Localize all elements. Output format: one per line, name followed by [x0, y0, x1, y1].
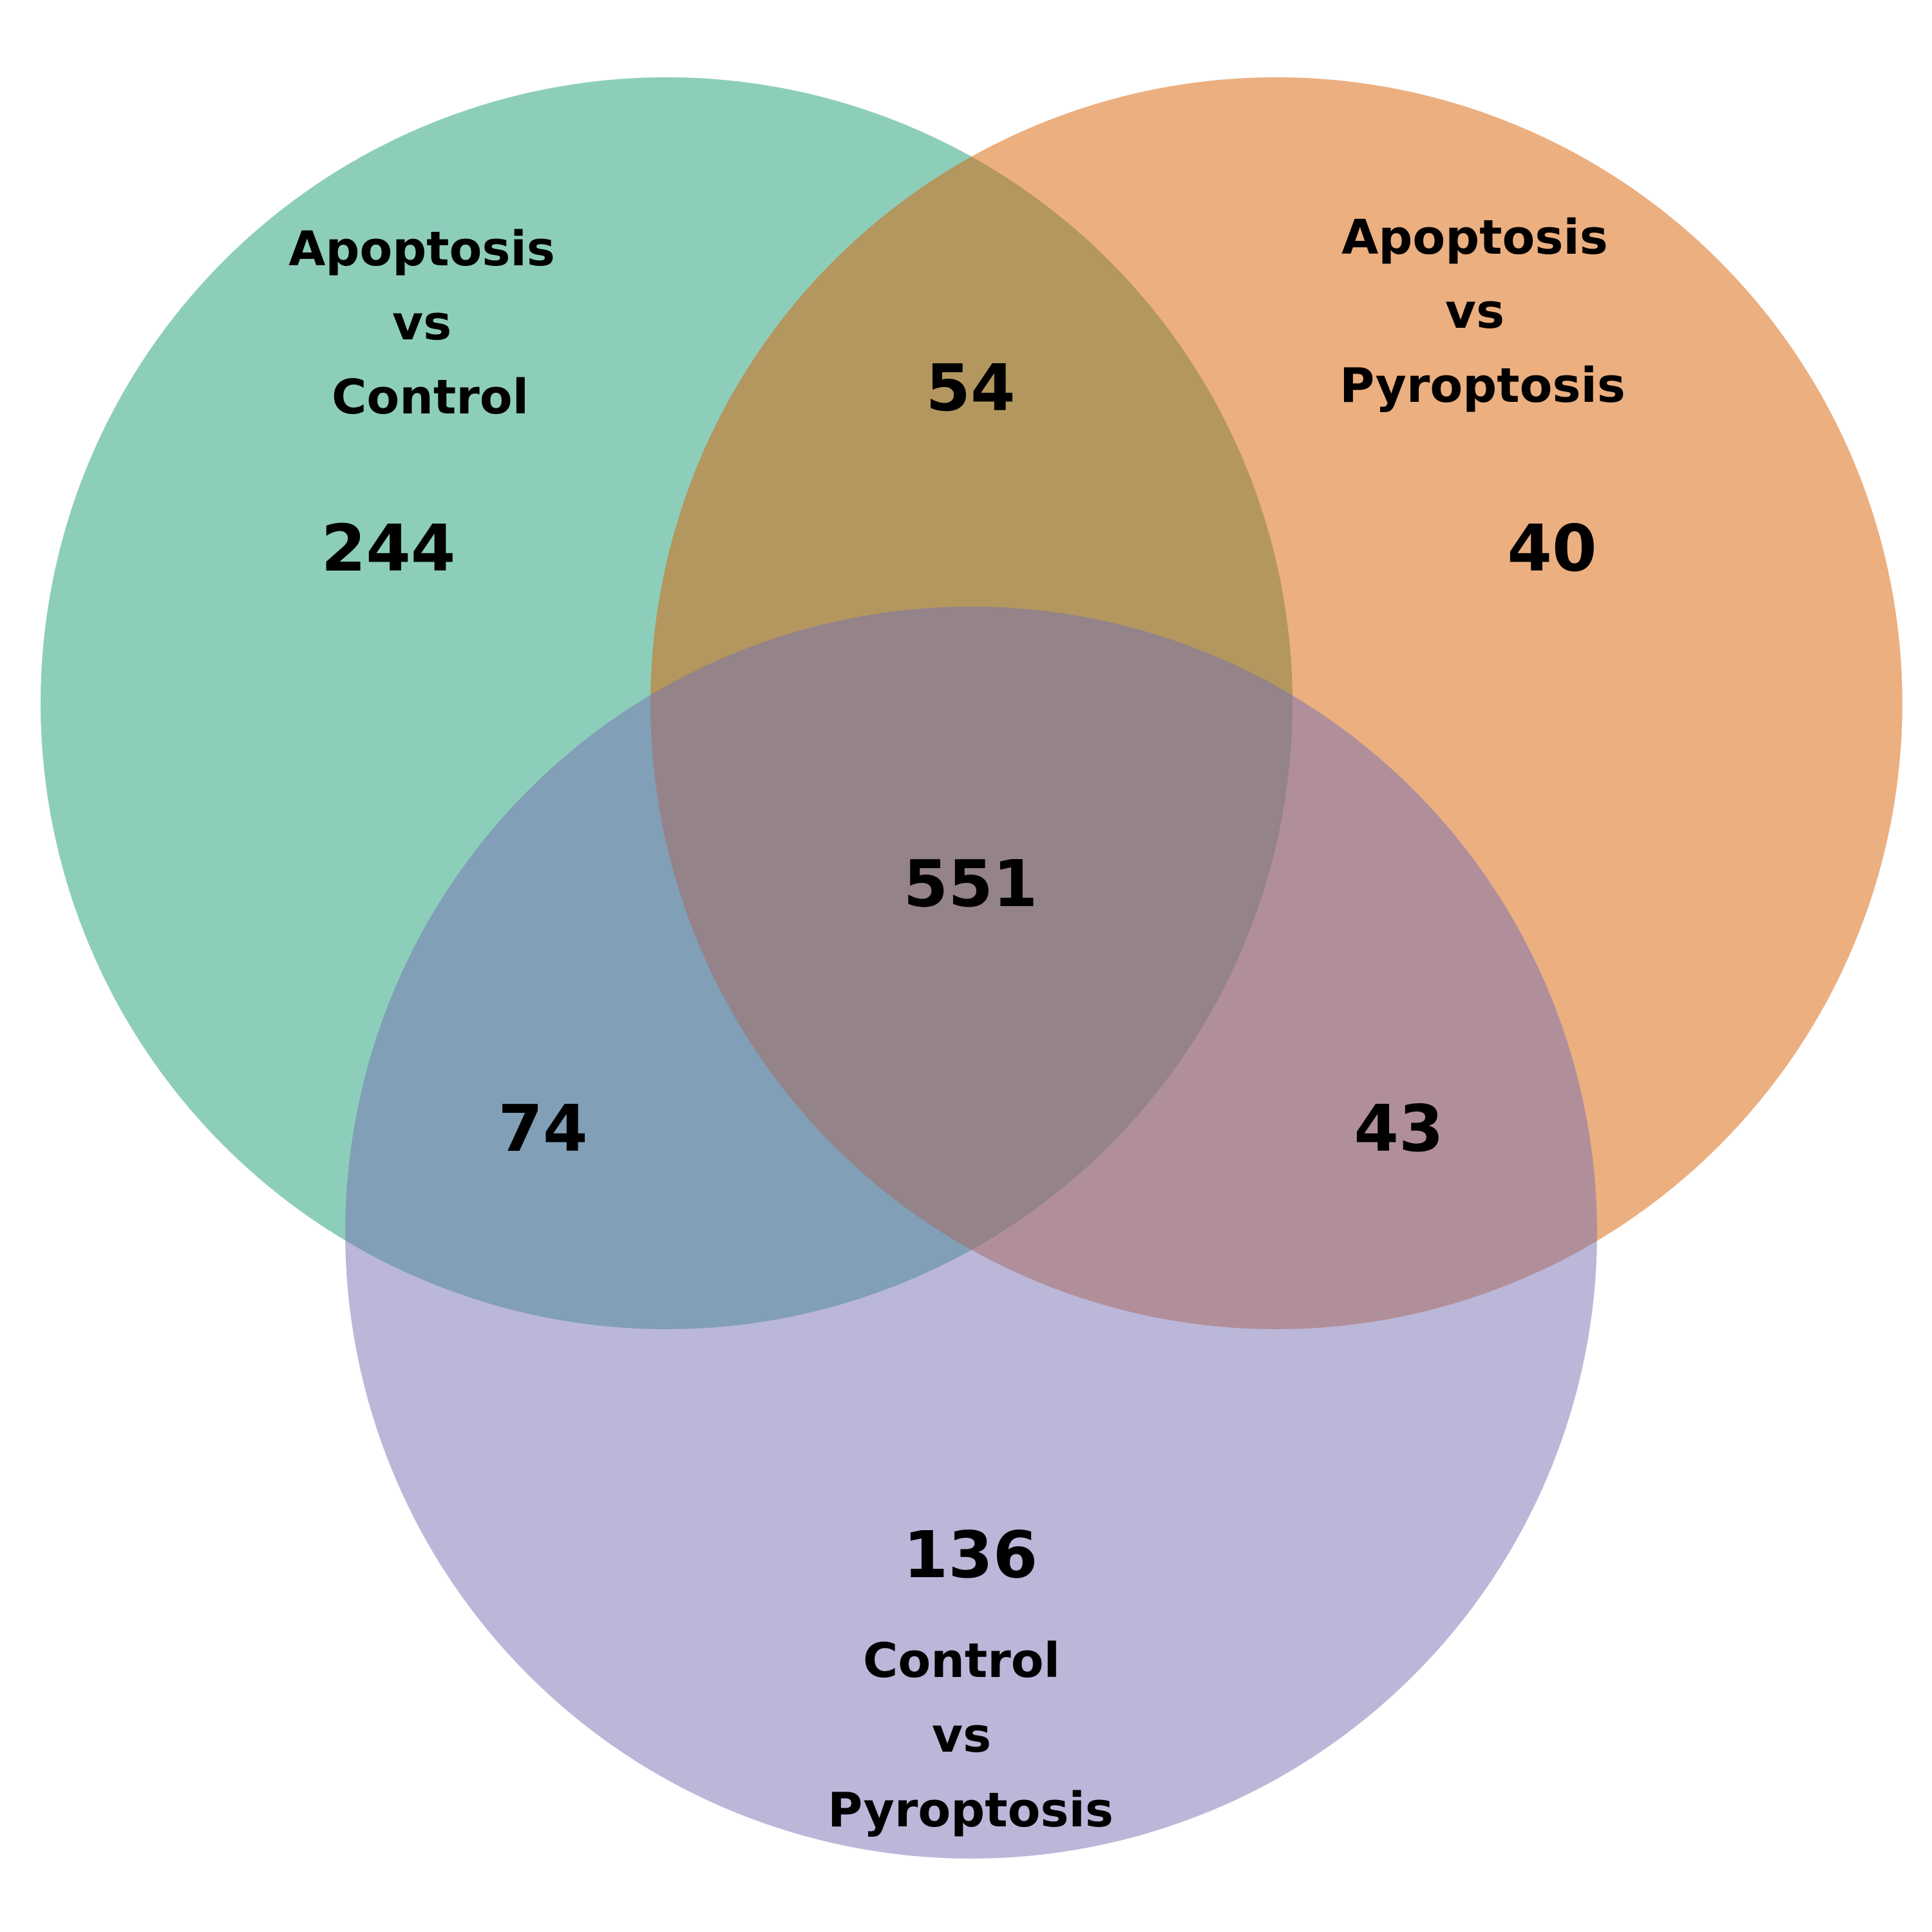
region-count-abc: 551	[904, 846, 1038, 922]
region-count-bc-only: 43	[1354, 1091, 1443, 1166]
set-label-line: Pyroptosis	[828, 1783, 1113, 1838]
region-count-ab-only: 54	[925, 350, 1015, 426]
set-label-line: Control	[332, 370, 529, 425]
set-label-line: Apoptosis	[289, 222, 555, 277]
set-label-line: vs	[392, 296, 451, 351]
set-label-line: Control	[863, 1633, 1060, 1689]
region-count-b-only: 40	[1507, 511, 1596, 586]
set-label-line: Pyroptosis	[1340, 358, 1625, 413]
set-label-line: vs	[932, 1708, 991, 1763]
region-count-ac-only: 74	[498, 1091, 587, 1166]
set-label-line: vs	[1445, 284, 1504, 339]
set-label-control-vs-pyroptosis: Control vs Pyroptosis	[828, 1633, 1113, 1838]
region-count-c-only: 136	[904, 1517, 1038, 1593]
set-label-apoptosis-vs-control: Apoptosis vs Control	[289, 222, 555, 425]
region-count-a-only: 244	[321, 511, 456, 586]
set-label-line: Apoptosis	[1341, 210, 1608, 265]
set-circle-control-vs-pyroptosis	[345, 607, 1597, 1859]
set-label-apoptosis-vs-pyroptosis: Apoptosis vs Pyroptosis	[1340, 210, 1625, 413]
